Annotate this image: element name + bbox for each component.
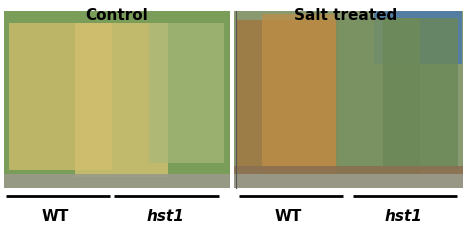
Text: WT: WT	[42, 209, 69, 224]
FancyBboxPatch shape	[374, 11, 462, 64]
FancyBboxPatch shape	[4, 11, 230, 188]
FancyBboxPatch shape	[234, 166, 463, 188]
Text: Salt treated: Salt treated	[294, 8, 397, 23]
FancyBboxPatch shape	[4, 11, 230, 188]
FancyBboxPatch shape	[383, 18, 458, 170]
FancyBboxPatch shape	[149, 23, 224, 163]
FancyBboxPatch shape	[4, 174, 230, 188]
FancyBboxPatch shape	[236, 20, 339, 170]
FancyBboxPatch shape	[234, 11, 463, 188]
FancyBboxPatch shape	[234, 174, 463, 188]
Text: hst1: hst1	[385, 209, 423, 224]
FancyBboxPatch shape	[262, 14, 336, 177]
FancyBboxPatch shape	[75, 23, 168, 177]
FancyBboxPatch shape	[9, 23, 112, 170]
FancyBboxPatch shape	[336, 18, 420, 177]
Text: hst1: hst1	[147, 209, 185, 224]
Text: Control: Control	[85, 8, 148, 23]
Text: WT: WT	[275, 209, 302, 224]
